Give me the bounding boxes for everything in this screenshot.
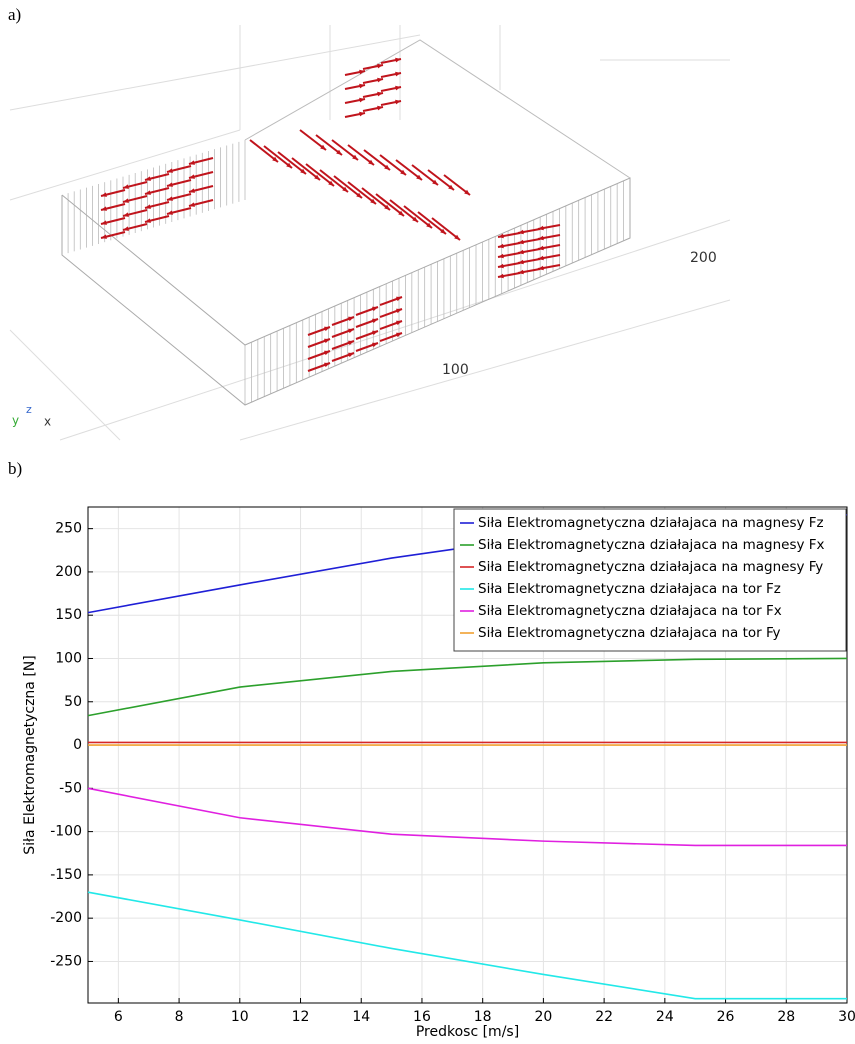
legend-label: Siła Elektromagnetyczna działajaca na to… <box>478 625 781 641</box>
field-arrow-head <box>348 353 354 357</box>
legend-label: Siła Elektromagnetyczna działajaca na to… <box>478 603 782 619</box>
series-line <box>88 788 847 845</box>
field-arrow-head <box>372 331 378 335</box>
panel-label: a) <box>8 5 21 24</box>
field-arrow-head <box>324 363 330 367</box>
x-tick-label: 30 <box>838 1009 855 1025</box>
field-arrow-head <box>372 307 378 311</box>
y-tick-label: 150 <box>55 607 82 623</box>
coil-edge <box>245 40 630 178</box>
y-tick-label: 100 <box>55 650 82 666</box>
x-axis-label: Predkosc [m/s] <box>416 1024 519 1040</box>
legend-label: Siła Elektromagnetyczna działajaca na ma… <box>478 559 823 575</box>
series-line <box>88 658 847 715</box>
x-tick-label: 28 <box>777 1009 795 1025</box>
x-tick-label: 26 <box>717 1009 735 1025</box>
y-tick-label: -50 <box>59 780 82 796</box>
scene-label: 100 <box>442 362 469 378</box>
y-tick-label: -100 <box>50 824 82 840</box>
y-tick-label: -250 <box>50 953 82 969</box>
scene-grid <box>10 130 240 200</box>
field-arrow-head <box>324 327 330 331</box>
x-tick-label: 20 <box>534 1009 552 1025</box>
x-tick-label: 16 <box>413 1009 431 1025</box>
y-tick-label: 50 <box>64 694 82 710</box>
triad-label: z <box>26 403 32 416</box>
triad-label: y <box>12 414 19 428</box>
field-arrow-head <box>324 351 330 355</box>
scene-grid <box>60 220 730 440</box>
y-tick-label: -150 <box>50 867 82 883</box>
y-tick-label: 250 <box>55 521 82 537</box>
scene-label: 200 <box>690 250 717 266</box>
field-arrow-head <box>348 317 354 321</box>
field-arrow-head <box>372 319 378 323</box>
figure-svg: a) 200 100 y z x b) -250 -200 -150 -100 -50 0… <box>0 0 855 1044</box>
triad-label: x <box>44 415 51 429</box>
x-tick-label: 10 <box>231 1009 249 1025</box>
x-tick-label: 18 <box>474 1009 492 1025</box>
x-tick-label: 12 <box>292 1009 310 1025</box>
y-tick-label: 0 <box>73 737 82 753</box>
panel-label: b) <box>8 459 22 478</box>
scene-3d <box>10 25 730 440</box>
series-line <box>88 892 847 998</box>
x-tick-label: 14 <box>352 1009 370 1025</box>
legend-label: Siła Elektromagnetyczna działajaca na ma… <box>478 515 824 531</box>
legend-label: Siła Elektromagnetyczna działajaca na to… <box>478 581 781 597</box>
x-tick-label: 8 <box>175 1009 184 1025</box>
field-arrow-head <box>372 343 378 347</box>
chart: -250 -200 -150 -100 -50 0 50 100 150 200 250 6 8 10 12… <box>22 507 855 1040</box>
x-tick-label: 6 <box>114 1009 123 1025</box>
legend-label: Siła Elektromagnetyczna działajaca na ma… <box>478 537 825 553</box>
field-arrow-head <box>324 339 330 343</box>
y-axis-label: Siła Elektromagnetyczna [N] <box>22 655 38 854</box>
y-tick-label: -200 <box>50 910 82 926</box>
y-tick-label: 200 <box>55 564 82 580</box>
x-tick-label: 22 <box>595 1009 613 1025</box>
x-tick-label: 24 <box>656 1009 674 1025</box>
scene-grid <box>10 330 120 440</box>
field-arrow-head <box>348 329 354 333</box>
figure: a) 200 100 y z x b) -250 -200 -150 -100 -50 0… <box>0 0 855 1044</box>
